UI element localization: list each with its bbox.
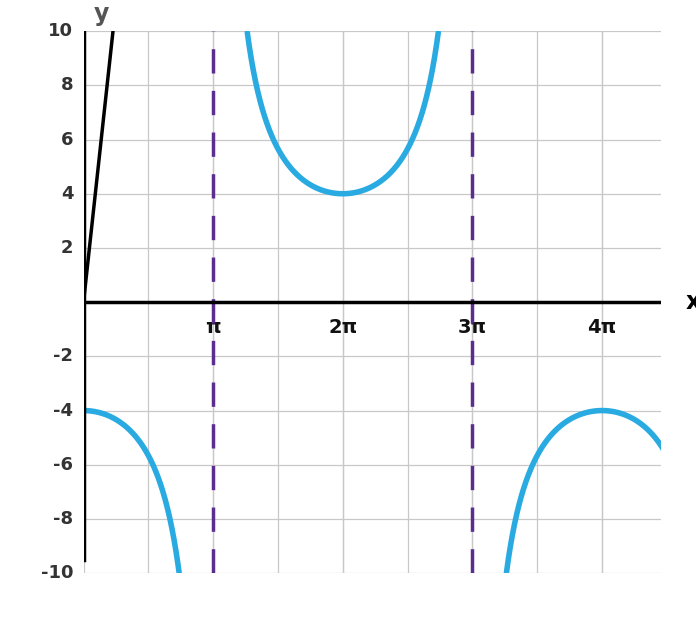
Text: 2π: 2π	[329, 318, 357, 338]
Text: x: x	[686, 290, 696, 314]
Text: -4: -4	[53, 402, 73, 419]
Text: -6: -6	[53, 456, 73, 473]
Text: 4π: 4π	[587, 318, 617, 338]
Text: y: y	[94, 2, 109, 26]
Text: 10: 10	[48, 22, 73, 40]
Text: -8: -8	[53, 510, 73, 528]
Text: 8: 8	[61, 77, 73, 94]
Text: 3π: 3π	[458, 318, 487, 338]
Text: 4: 4	[61, 185, 73, 202]
Text: 2: 2	[61, 239, 73, 257]
Text: π: π	[205, 318, 221, 338]
Text: -10: -10	[40, 564, 73, 582]
Text: 6: 6	[61, 131, 73, 148]
Text: -2: -2	[53, 348, 73, 365]
